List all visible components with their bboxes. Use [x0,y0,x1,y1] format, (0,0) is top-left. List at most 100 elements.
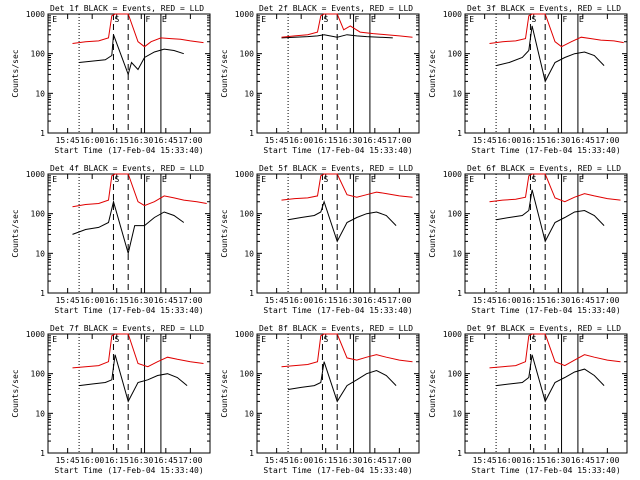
plot-frame [47,333,211,454]
series-line-lld [281,333,413,368]
series-line-events [79,354,188,403]
x-axis-label: Start Time (17-Feb-04 15:33:40) [471,466,620,475]
x-axis-label: Start Time (17-Feb-04 15:33:40) [263,306,412,315]
marker-label-E: E [579,175,584,184]
plot-frame [256,333,420,454]
x-tick-label: 16:30 [546,456,570,465]
x-axis-label: Start Time (17-Feb-04 15:33:40) [471,146,620,155]
x-tick-label: 15:45 [473,136,497,145]
x-tick-label: 16:00 [289,456,313,465]
x-tick-label: 15:45 [56,136,80,145]
x-tick-label: 16:30 [338,136,362,145]
marker-label-F: F [146,175,151,184]
panel-title: Det 9f BLACK = Events, RED = LLD [467,324,621,333]
y-axis-label: Counts/sec [220,209,229,257]
panel-1: Det 1f BLACK = Events, RED = LLD 1 10 100 10… [11,4,211,155]
y-axis-label: Counts/sec [220,49,229,97]
x-tick-label: 17:00 [387,136,411,145]
panel-8: Det 8f BLACK = Events, RED = LLD 1 10 100 10… [220,324,420,475]
marker-label-E: E [162,15,167,24]
x-axis-label: Start Time (17-Feb-04 15:33:40) [263,146,412,155]
x-tick-label: 17:00 [178,456,202,465]
plot-frame [464,13,628,134]
y-axis-label: Counts/sec [11,49,20,97]
x-tick-label: 16:00 [80,296,104,305]
series-line-lld [489,173,621,203]
y-axis-label: Counts/sec [11,369,20,417]
plot-frame [464,173,628,294]
x-tick-label: 16:30 [546,296,570,305]
panel-title: Det 2f BLACK = Events, RED = LLD [259,4,413,13]
x-tick-label: 16:45 [154,136,178,145]
x-tick-label: 16:45 [571,296,595,305]
x-tick-label: 16:45 [571,136,595,145]
series-line-events [281,34,393,39]
x-tick-label: 17:00 [387,296,411,305]
plot-frame [256,13,420,134]
marker-label-S: S [114,335,119,344]
y-tick-label: 100 [31,210,46,219]
y-tick-label: 1000 [443,10,462,19]
y-tick-label: 10 [35,409,45,418]
y-tick-label: 10 [452,409,462,418]
y-tick-label: 1 [457,289,462,298]
marker-label-F: F [355,15,360,24]
y-tick-label: 1 [249,129,254,138]
panel-title: Det 6f BLACK = Events, RED = LLD [467,164,621,173]
x-tick-label: 16:30 [338,456,362,465]
x-tick-label: 16:00 [80,456,104,465]
panel-title: Det 1f BLACK = Events, RED = LLD [50,4,204,13]
y-tick-label: 1 [457,449,462,458]
y-tick-label: 1 [249,449,254,458]
series-line-lld [489,333,621,369]
x-tick-label: 15:45 [265,456,289,465]
marker-label-F: F [146,15,151,24]
y-tick-label: 1000 [235,330,254,339]
marker-label-E: E [371,175,376,184]
series-line-events [496,189,605,243]
marker-label-S: S [531,15,536,24]
marker-label-S: S [114,175,119,184]
plot-frame [47,173,211,294]
panel-title: Det 5f BLACK = Events, RED = LLD [259,164,413,173]
y-tick-label: 10 [452,249,462,258]
x-tick-label: 16:30 [338,296,362,305]
marker-label-F: F [563,335,568,344]
x-tick-label: 16:00 [497,136,521,145]
series-line-lld [72,13,204,48]
y-tick-label: 1 [40,129,45,138]
panel-4: Det 4f BLACK = Events, RED = LLD 1 10 100 10… [11,164,211,315]
marker-label-F: F [146,335,151,344]
x-tick-label: 16:00 [80,136,104,145]
series-line-events [79,34,184,77]
panel-title: Det 4f BLACK = Events, RED = LLD [50,164,204,173]
x-axis-label: Start Time (17-Feb-04 15:33:40) [54,146,203,155]
panel-5: Det 5f BLACK = Events, RED = LLD 1 10 100 10… [220,164,420,315]
y-tick-label: 100 [240,370,255,379]
x-tick-label: 16:15 [522,136,546,145]
x-tick-label: 16:45 [154,456,178,465]
x-tick-label: 15:45 [265,136,289,145]
x-tick-label: 16:15 [314,296,338,305]
y-axis-label: Counts/sec [428,49,437,97]
series-line-events [288,200,397,243]
x-tick-label: 17:00 [595,136,619,145]
x-tick-label: 15:45 [473,296,497,305]
x-tick-label: 16:15 [314,456,338,465]
panel-title: Det 7f BLACK = Events, RED = LLD [50,324,204,333]
y-tick-label: 100 [240,50,255,59]
x-axis-label: Start Time (17-Feb-04 15:33:40) [471,306,620,315]
y-tick-label: 1000 [26,170,45,179]
y-tick-label: 1000 [26,10,45,19]
y-tick-label: 10 [244,409,254,418]
plot-frame [256,173,420,294]
x-tick-label: 16:15 [314,136,338,145]
marker-label-E: E [52,175,57,184]
marker-label-S: S [323,335,328,344]
y-axis-label: Counts/sec [428,209,437,257]
marker-label-S: S [531,335,536,344]
x-tick-label: 15:45 [56,296,80,305]
y-tick-label: 100 [448,370,463,379]
x-tick-label: 16:15 [105,296,129,305]
